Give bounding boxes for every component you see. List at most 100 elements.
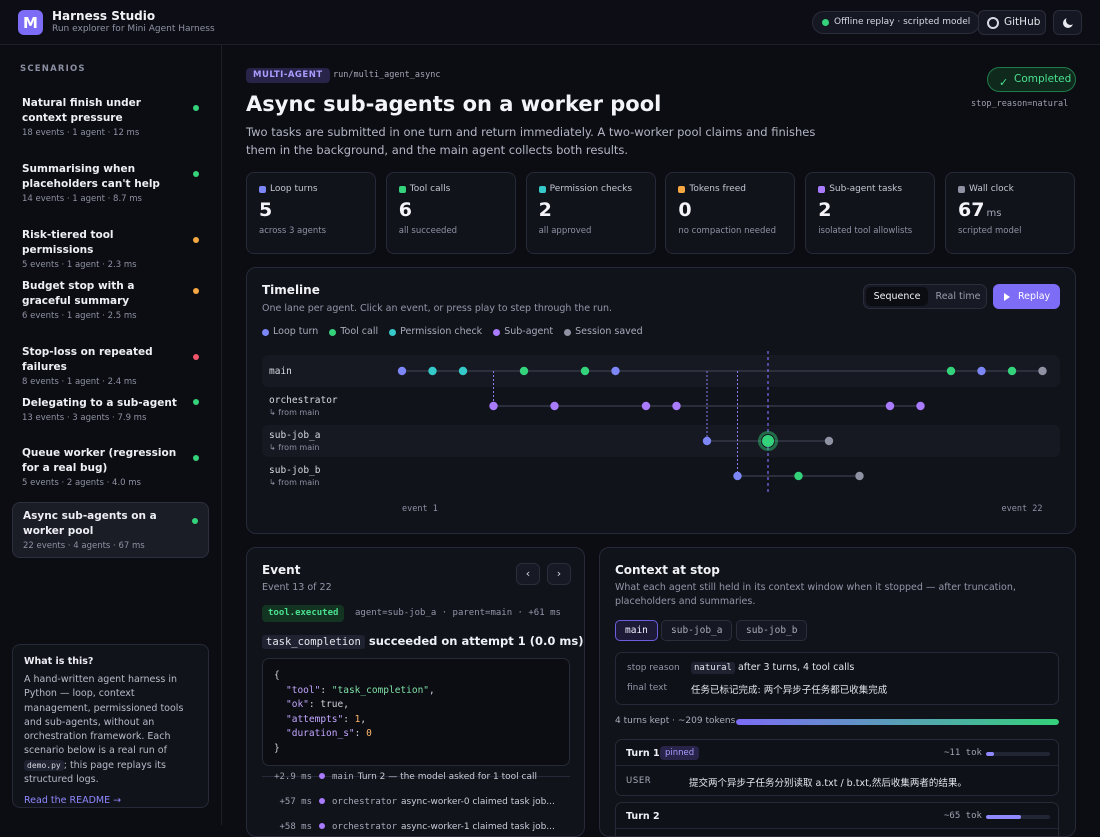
theme-toggle-button[interactable] [1053,10,1082,35]
event-dot[interactable] [672,401,681,411]
sequence-tab[interactable]: Sequence [866,287,928,306]
event-dot[interactable] [824,436,834,446]
log-agent: main [332,772,354,782]
scenario-item[interactable]: Summarising when placeholders can't help… [12,156,209,210]
stat-color-icon [678,186,686,193]
lane-label: orchestrator [269,395,338,406]
kept-summary: 4 turns kept · ~209 tokens [615,716,736,726]
log-row[interactable]: +58 ms orchestrator async-worker-1 claimed… [262,822,570,832]
moon-icon [1063,16,1075,28]
scenario-item[interactable]: Stop-loss on repeated failures 8 events ·… [12,339,209,393]
scenario-meta: 18 events · 1 agent · 12 ms [22,128,140,138]
scenario-item[interactable]: Delegating to a sub-agent 13 events · 3 a… [12,390,209,429]
event-dot[interactable] [794,471,803,481]
scenario-item[interactable]: Risk-tiered tool permissions 5 events · 1… [12,222,209,276]
scenario-meta: 22 events · 4 agents · 67 ms [23,541,145,551]
event-dot[interactable] [916,401,925,411]
timeline-title: Timeline [262,283,320,297]
about-card: What is this? A hand-written agent harne… [12,644,209,808]
context-tab[interactable]: main [615,620,658,641]
stat-label: Tool calls [398,184,503,194]
turn-header: Turn 2 ~65 tok [616,803,1058,829]
stat-card: Loop turns 5 across 3 agents [246,172,376,254]
log-row[interactable]: +2.9 ms main Turn 2 — the model asked for … [262,772,570,782]
log-row[interactable]: +57 ms orchestrator async-worker-0 claimed… [262,797,570,807]
kept-bar-fill [736,719,1059,725]
event-dot[interactable] [1038,366,1047,376]
scenario-title: Risk-tiered tool permissions [22,229,114,256]
event-dot[interactable] [702,436,712,446]
scenario-meta: 5 events · 2 agents · 4.0 ms [22,478,141,488]
status-badge-label: Completed [1014,73,1072,85]
scenario-item[interactable]: Queue worker (regression for a real bug)… [12,440,209,494]
stat-label: Sub-agent tasks [818,184,922,194]
realtime-tab[interactable]: Real time [935,291,981,302]
log-agent: orchestrator [332,797,398,807]
event-dot[interactable] [885,401,895,411]
lane-label: sub-job_a [269,430,320,441]
event-dot[interactable] [519,366,529,376]
event-dot[interactable] [611,366,620,376]
timeline-chart: main orchestrator ↳ from main sub-job_a ↳ fr… [262,351,1060,514]
scenario-status-dot [193,105,199,111]
event-dot[interactable] [489,401,498,411]
github-label: GitHub [1004,16,1041,28]
app-title: Harness Studio [52,9,156,23]
next-event-button[interactable]: › [547,563,571,585]
readme-link[interactable]: Read the README → [24,795,122,807]
json-ok-value: true [320,699,344,710]
stat-label: Wall clock [958,184,1062,194]
log-time: +58 ms [279,822,312,832]
divider [262,776,570,777]
event-dot[interactable] [641,401,651,411]
json-open: { [274,670,280,681]
log-time: +57 ms [279,797,312,807]
scenario-meta: 5 events · 1 agent · 2.3 ms [22,260,137,270]
stat-sub: isolated tool allowlists [818,226,913,236]
event-dot[interactable] [428,366,437,376]
context-tab[interactable]: sub-job_b [736,620,808,641]
event-dot[interactable] [580,366,590,376]
event-dot[interactable] [550,401,559,411]
legend-item: Session saved [564,326,643,337]
event-meta: agent=sub-job_a · parent=main · +61 ms [355,608,561,618]
status-dot [822,19,829,26]
scenario-item[interactable]: Budget stop with a graceful summary 6 eve… [12,273,209,327]
event-dot[interactable] [397,366,407,376]
scenario-item[interactable]: Natural finish under context pressure 18 … [12,90,209,144]
axis-end-label: event 22 [1002,504,1043,514]
about-text-1: A hand-written agent harness in Python —… [24,674,184,757]
stat-color-icon [538,186,546,193]
turn-name: Turn 2 [626,811,660,822]
scenario-item[interactable]: Async sub-agents on a worker pool 22 even… [12,502,209,558]
scenario-title: Budget stop with a graceful summary [22,280,135,307]
event-dot[interactable] [1007,366,1017,376]
event-dot[interactable] [855,471,864,481]
event-dot[interactable] [946,366,956,376]
context-tab[interactable]: sub-job_a [661,620,733,641]
status-pill: Offline replay · scripted model [812,11,981,34]
event-dot[interactable] [458,366,468,376]
scenario-status-dot [193,237,199,243]
turn-token-bar [986,815,1050,819]
legend-item: Sub-agent [493,326,553,337]
legend-item: Loop turn [262,326,318,337]
turn-tokens: ~11 tok [944,748,982,758]
status-badge: ✓ Completed [987,67,1076,92]
turn-card[interactable]: Turn 2 ~65 tok [615,802,1059,836]
app-logo[interactable]: M [18,10,43,35]
stat-card: Tokens freed 0 no compaction needed [665,172,796,254]
github-button[interactable]: GitHub [978,10,1046,35]
event-dot[interactable] [733,471,742,481]
stat-value: 6 [398,199,413,221]
event-dot[interactable] [977,366,986,376]
json-line-duration: "duration_s": 0 [286,728,372,739]
status-pill-label: Offline replay · scripted model [834,17,971,27]
replay-button[interactable]: Replay [993,284,1060,309]
turn-card[interactable]: Turn 1 pinned ~11 tok USER 提交两个异步子任务分别读取 a.t… [615,739,1059,796]
app-subtitle: Run explorer for Mini Agent Harness [52,24,215,34]
json-duration-value: 0 [366,728,372,739]
prev-event-button[interactable]: ‹ [516,563,540,585]
event-tool-name: task_completion [262,635,365,649]
event-dot[interactable] [762,435,774,447]
